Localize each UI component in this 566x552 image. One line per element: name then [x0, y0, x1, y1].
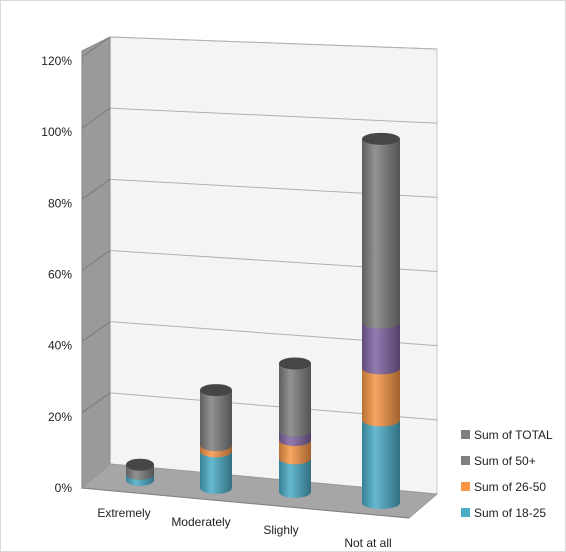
- gridline: [109, 107, 438, 124]
- legend-label: Sum of 18-25: [474, 506, 546, 520]
- gridline-side: [81, 392, 111, 414]
- bar-slighly-sum-of-total: [279, 363, 311, 437]
- y-tick-label: 0%: [55, 481, 73, 495]
- y-tick-label: 40%: [48, 339, 72, 353]
- y-tick-label: 20%: [48, 410, 72, 424]
- gridline-side: [81, 36, 111, 58]
- legend-swatch: [461, 430, 470, 439]
- legend-swatch: [461, 456, 470, 465]
- y-tick-label: 120%: [41, 54, 72, 68]
- bar-moderately-sum-of-total: [200, 390, 232, 452]
- bar-not-at-all-sum-of-total: [362, 138, 400, 329]
- legend-swatch: [461, 508, 470, 517]
- x-axis-line: [81, 487, 410, 519]
- bar-not-at-all-sum-of-50-: [362, 322, 400, 375]
- x-category-label: Extremely: [97, 506, 150, 520]
- gridline-side: [81, 250, 111, 271]
- bar-top-cap: [279, 357, 311, 370]
- x-category-label: Slighly: [263, 523, 298, 537]
- legend-label: Sum of TOTAL: [474, 428, 553, 442]
- y-tick-label: 80%: [48, 196, 72, 210]
- bar-top-cap: [126, 458, 154, 471]
- bar-moderately-sum-of-18-25: [200, 451, 232, 494]
- x-category-label: Moderately: [171, 515, 230, 529]
- bar-top-cap: [200, 384, 232, 397]
- x-category-label: Not at all: [344, 536, 391, 550]
- bar-top-cap: [362, 132, 400, 145]
- bar-not-at-all-sum-of-26-50: [362, 368, 400, 427]
- side-wall: [81, 36, 111, 490]
- y-tick-label: 100%: [41, 125, 72, 139]
- y-tick-label: 60%: [48, 268, 72, 282]
- gridline-side: [81, 107, 111, 129]
- legend-label: Sum of 26-50: [474, 480, 546, 494]
- gridline: [109, 36, 438, 50]
- gridline-side: [81, 321, 111, 343]
- gridline-side: [81, 178, 111, 200]
- legend-label: Sum of 50+: [474, 454, 536, 468]
- bar-slighly-sum-of-26-50: [279, 439, 311, 465]
- bar-slighly-sum-of-18-25: [279, 458, 311, 498]
- legend-swatch: [461, 482, 470, 491]
- bar-not-at-all-sum-of-18-25: [362, 420, 400, 509]
